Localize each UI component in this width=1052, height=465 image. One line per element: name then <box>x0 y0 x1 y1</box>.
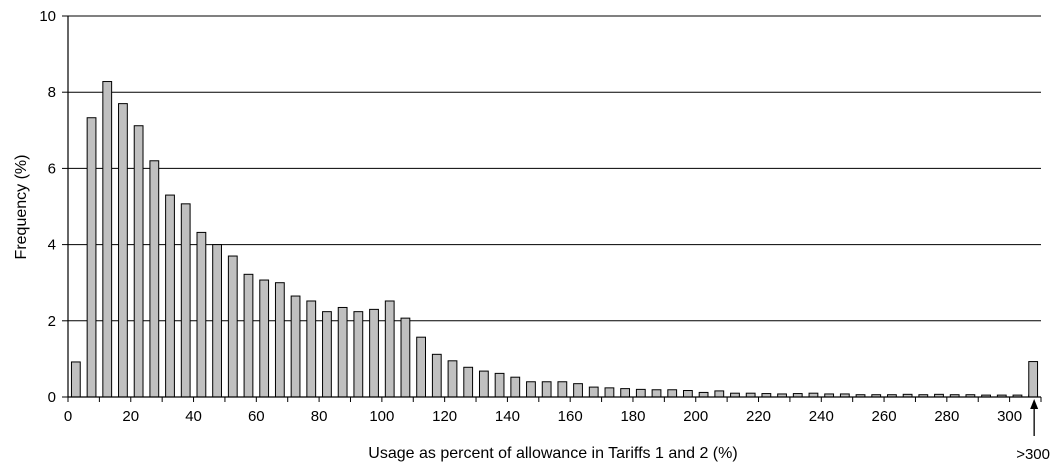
bar <box>667 389 678 398</box>
bar <box>494 372 505 398</box>
bar <box>604 387 615 398</box>
bar <box>526 381 536 398</box>
bar <box>635 388 646 398</box>
x-tick-label: 160 <box>558 408 583 425</box>
bar <box>102 81 113 398</box>
bar <box>573 383 583 398</box>
bar <box>274 282 285 398</box>
bar <box>243 273 254 398</box>
bar <box>431 353 442 398</box>
x-axis-title: Usage as percent of allowance in Tariffs… <box>368 445 737 462</box>
y-tick-label: 10 <box>39 8 56 25</box>
x-tick-label: 60 <box>248 408 265 425</box>
bar <box>259 279 270 398</box>
bar <box>306 300 317 398</box>
bar <box>541 381 552 398</box>
y-tick-label: 6 <box>48 160 56 177</box>
y-axis-title: Frequency (%) <box>13 155 30 260</box>
x-tick-label: 180 <box>620 408 645 425</box>
x-tick-label: 120 <box>432 408 457 425</box>
bar <box>196 231 207 398</box>
x-tick-label: 100 <box>369 408 394 425</box>
overflow-marker: >300 <box>1016 399 1050 463</box>
x-tick-label: 240 <box>809 408 834 425</box>
bar <box>86 117 97 398</box>
bar <box>416 336 426 398</box>
bar <box>290 295 301 398</box>
bar <box>227 255 238 398</box>
bar <box>118 103 128 398</box>
axes <box>62 15 1042 402</box>
bar-overflow <box>1028 361 1039 398</box>
x-tick-label: 0 <box>64 408 72 425</box>
x-tick-label: 300 <box>997 408 1022 425</box>
x-tick-label: 20 <box>122 408 139 425</box>
bar <box>384 300 395 398</box>
bar <box>447 360 458 398</box>
bar <box>337 306 348 398</box>
bar <box>557 381 568 398</box>
bar <box>620 388 631 398</box>
x-tick-label: 200 <box>683 408 708 425</box>
y-tick-label: 8 <box>48 84 56 101</box>
y-tick-label: 4 <box>48 237 56 254</box>
bar <box>149 160 160 398</box>
bar <box>70 361 81 398</box>
x-tick-labels: 0 20 40 60 80 100 120 140 160 180 200 220 240 260 280 3… <box>64 408 1022 425</box>
overflow-label: >300 <box>1016 446 1050 463</box>
y-tick-label: 2 <box>48 313 56 330</box>
x-tick-label: 220 <box>746 408 771 425</box>
bars <box>70 81 1039 398</box>
x-tick-label: 140 <box>495 408 520 425</box>
overflow-arrowhead <box>1030 399 1039 409</box>
x-tick-label: 80 <box>311 408 328 425</box>
bar <box>588 386 599 398</box>
bar <box>510 376 521 398</box>
bar <box>651 389 662 398</box>
bar <box>165 194 175 398</box>
x-tick-label: 40 <box>185 408 202 425</box>
bar <box>180 203 191 398</box>
bar <box>353 311 364 398</box>
x-tick-label: 280 <box>934 408 959 425</box>
x-tick-label: 260 <box>872 408 897 425</box>
bar <box>322 311 332 398</box>
bar <box>400 317 411 398</box>
bar <box>133 125 144 398</box>
y-tick-label: 0 <box>48 389 56 406</box>
bar <box>369 308 379 398</box>
bar <box>714 390 725 398</box>
bar <box>683 390 693 398</box>
bar <box>463 366 474 398</box>
y-tick-labels: 0 2 4 6 8 10 <box>39 8 56 406</box>
bar <box>698 391 709 398</box>
bar <box>212 244 222 398</box>
gridlines <box>68 15 1041 322</box>
bar <box>478 370 489 398</box>
